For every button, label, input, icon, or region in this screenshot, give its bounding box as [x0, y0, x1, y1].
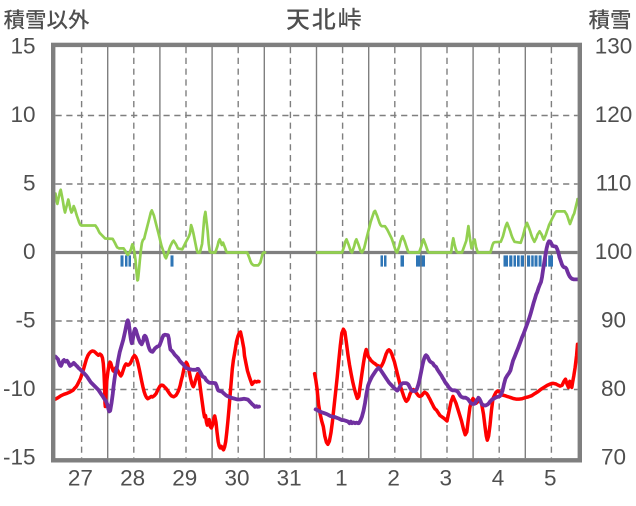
svg-text:100: 100 [595, 239, 633, 264]
svg-text:31: 31 [277, 466, 302, 491]
svg-text:90: 90 [601, 308, 626, 333]
svg-text:29: 29 [172, 466, 197, 491]
svg-text:27: 27 [68, 466, 93, 491]
svg-text:-15: -15 [3, 445, 36, 470]
svg-text:3: 3 [440, 466, 453, 491]
svg-text:-5: -5 [15, 308, 35, 333]
svg-text:5: 5 [544, 466, 557, 491]
svg-text:110: 110 [596, 171, 632, 196]
svg-text:4: 4 [492, 466, 505, 491]
svg-text:70: 70 [601, 445, 626, 470]
svg-text:130: 130 [595, 34, 633, 59]
svg-text:-10: -10 [3, 376, 36, 401]
svg-text:30: 30 [224, 466, 249, 491]
svg-text:28: 28 [120, 466, 145, 491]
svg-text:2: 2 [387, 466, 400, 491]
svg-text:10: 10 [10, 102, 35, 127]
svg-text:0: 0 [23, 239, 36, 264]
svg-text:15: 15 [10, 34, 35, 59]
svg-text:80: 80 [601, 376, 626, 401]
svg-text:5: 5 [23, 171, 36, 196]
svg-text:1: 1 [335, 466, 348, 491]
svg-text:120: 120 [595, 102, 633, 127]
